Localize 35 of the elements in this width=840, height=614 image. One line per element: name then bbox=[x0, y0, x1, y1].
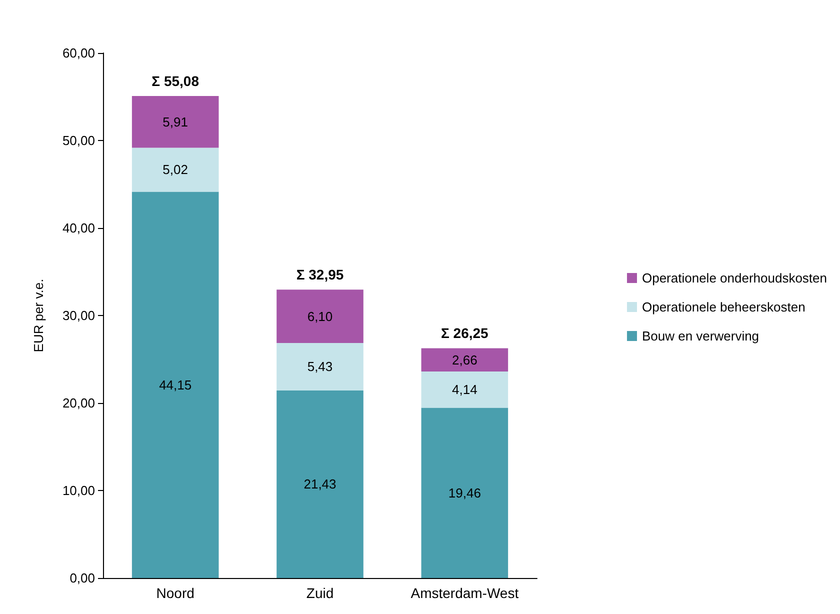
data-label: 21,43 bbox=[304, 476, 336, 492]
y-tick-label: 60,00 bbox=[62, 46, 95, 60]
legend-label: Operationele beheerskosten bbox=[642, 300, 806, 314]
y-axis-title: EUR per v.e. bbox=[31, 278, 46, 352]
bar bbox=[276, 342, 364, 390]
y-tick-label: 40,00 bbox=[62, 220, 95, 236]
x-tick-label: Amsterdam-West bbox=[410, 585, 519, 601]
legend-label: Bouw en verwerving bbox=[642, 328, 760, 344]
data-label: 5,02 bbox=[162, 162, 188, 178]
bar bbox=[276, 290, 364, 343]
bar bbox=[421, 408, 508, 578]
data-label: 6,10 bbox=[307, 308, 333, 324]
y-tick-label: 0,00 bbox=[70, 570, 95, 586]
bar bbox=[132, 192, 219, 578]
total-label: Σ 26,25 bbox=[441, 325, 489, 342]
bar bbox=[421, 348, 508, 372]
total-label: Σ 55,08 bbox=[152, 73, 200, 90]
data-label: 2,66 bbox=[452, 352, 478, 368]
bar bbox=[132, 148, 219, 192]
data-label: 19,46 bbox=[448, 485, 481, 500]
x-tick-label: Noord bbox=[156, 585, 194, 601]
data-label: 4,14 bbox=[452, 382, 478, 398]
data-label: 5,43 bbox=[307, 359, 333, 374]
y-tick-label: 50,00 bbox=[62, 133, 95, 148]
y-tick-label: 20,00 bbox=[62, 396, 95, 410]
data-label: 5,91 bbox=[162, 114, 188, 130]
x-tick-label: Zuid bbox=[306, 585, 334, 601]
bar bbox=[132, 96, 219, 148]
y-tick-label: 10,00 bbox=[62, 483, 95, 498]
bar bbox=[421, 372, 508, 408]
legend-label: Operationele onderhoudskosten bbox=[642, 270, 828, 286]
total-label: Σ 32,95 bbox=[296, 266, 344, 283]
y-tick-label: 30,00 bbox=[62, 308, 95, 323]
bar bbox=[276, 390, 364, 578]
data-label: 44,15 bbox=[159, 377, 192, 392]
